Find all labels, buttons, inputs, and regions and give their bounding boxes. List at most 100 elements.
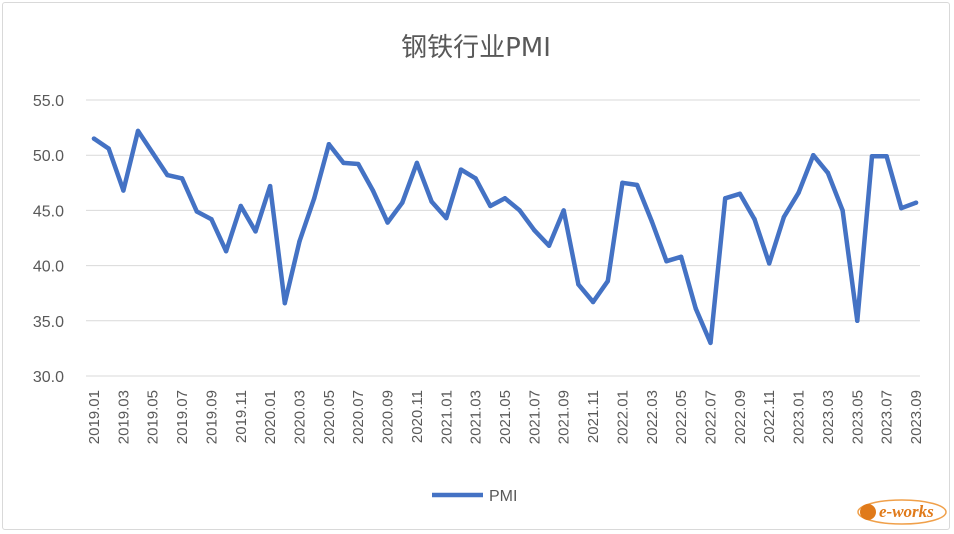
data-point xyxy=(488,203,493,209)
data-point xyxy=(884,154,889,159)
data-point xyxy=(370,188,376,193)
x-tick-label: 2020.03 xyxy=(292,390,309,444)
data-point xyxy=(561,208,566,213)
data-point xyxy=(106,146,111,151)
data-point xyxy=(253,229,258,234)
data-point xyxy=(532,228,537,233)
data-point xyxy=(297,239,302,244)
x-tick-label: 2023.01 xyxy=(791,390,808,444)
data-point xyxy=(722,196,728,201)
x-tick-label: 2022.05 xyxy=(673,390,690,444)
x-tick-label: 2019.05 xyxy=(145,390,162,444)
data-point xyxy=(781,214,787,220)
x-tick-label: 2019.09 xyxy=(203,390,220,444)
data-point xyxy=(576,282,581,287)
data-point xyxy=(282,300,288,306)
y-axis-ticks: 30.0 35.0 40.0 45.0 50.0 55.0 xyxy=(33,93,64,386)
data-point xyxy=(326,141,332,147)
x-tick-label: 2021.11 xyxy=(585,390,602,443)
x-tick-label: 2022.07 xyxy=(703,390,720,444)
y-tick-label: 35.0 xyxy=(33,314,64,331)
data-point xyxy=(400,200,405,205)
x-tick-label: 2023.07 xyxy=(879,390,896,444)
data-point xyxy=(869,154,875,159)
data-point xyxy=(238,203,243,209)
y-tick-label: 55.0 xyxy=(33,93,64,110)
x-tick-label: 2021.09 xyxy=(556,390,573,444)
data-point xyxy=(473,176,478,181)
data-point xyxy=(311,196,317,201)
data-point xyxy=(678,254,684,259)
data-point xyxy=(913,200,919,205)
data-point xyxy=(458,167,464,172)
watermark-text: e-works xyxy=(879,502,934,521)
data-point xyxy=(385,220,390,225)
data-point xyxy=(708,340,713,346)
chart-title: 钢铁行业PMI xyxy=(401,33,551,63)
x-tick-label: 2023.09 xyxy=(908,390,925,444)
data-point xyxy=(693,306,699,311)
x-tick-label: 2022.01 xyxy=(614,390,631,444)
x-tick-label: 2020.09 xyxy=(380,390,397,444)
data-point xyxy=(194,209,199,214)
data-point xyxy=(179,176,185,181)
data-point xyxy=(209,217,214,222)
x-axis-ticks: 2019.01 2019.03 2019.05 2019.07 2019.09 2019.… xyxy=(86,390,925,444)
logo-dot xyxy=(860,504,876,520)
data-point xyxy=(855,318,860,323)
legend-label-pmi: PMI xyxy=(489,488,517,505)
x-tick-label: 2021.07 xyxy=(526,390,543,444)
data-point xyxy=(899,205,904,211)
e-works-logo: e-works xyxy=(857,499,947,525)
series-line-pmi xyxy=(91,128,919,346)
x-tick-label: 2019.07 xyxy=(174,390,191,444)
data-point xyxy=(444,215,449,221)
y-tick-label: 45.0 xyxy=(33,203,64,220)
data-point xyxy=(620,180,625,185)
y-tick-label: 30.0 xyxy=(33,369,64,386)
data-point xyxy=(752,217,757,222)
data-point xyxy=(796,190,801,195)
x-tick-label: 2022.09 xyxy=(732,390,749,444)
data-point xyxy=(356,161,361,167)
x-tick-label: 2019.01 xyxy=(86,390,103,444)
data-point xyxy=(223,249,229,254)
data-point xyxy=(91,136,97,141)
data-point xyxy=(414,160,420,166)
grid-layer xyxy=(86,99,920,377)
x-tick-label: 2020.01 xyxy=(262,390,279,444)
data-point xyxy=(502,196,508,201)
legend[interactable]: PMI xyxy=(432,488,517,505)
x-tick-label: 2020.07 xyxy=(350,390,367,444)
x-tick-label: 2020.11 xyxy=(409,390,426,443)
data-point xyxy=(649,219,654,224)
y-tick-label: 50.0 xyxy=(33,148,64,165)
logo-swoosh xyxy=(857,499,947,525)
x-tick-label: 2019.03 xyxy=(115,390,132,444)
data-point xyxy=(267,183,273,189)
data-point xyxy=(767,261,772,266)
x-tick-label: 2023.05 xyxy=(849,390,866,444)
y-tick-label: 40.0 xyxy=(33,259,64,276)
data-point xyxy=(840,208,845,213)
data-point xyxy=(165,172,170,178)
series-layer xyxy=(91,128,919,346)
x-tick-label: 2019.11 xyxy=(233,390,250,443)
data-point xyxy=(664,258,669,264)
x-tick-label: 2021.03 xyxy=(468,390,485,444)
data-point xyxy=(634,182,640,188)
data-point xyxy=(737,191,743,197)
data-point xyxy=(590,299,596,305)
data-point xyxy=(135,128,141,134)
data-point xyxy=(811,153,816,158)
data-point xyxy=(546,243,552,248)
x-tick-label: 2021.05 xyxy=(497,390,514,444)
x-tick-label: 2022.11 xyxy=(761,390,778,443)
data-point xyxy=(341,160,346,166)
x-tick-label: 2020.05 xyxy=(321,390,338,444)
x-tick-label: 2021.01 xyxy=(438,390,455,444)
data-point xyxy=(825,170,831,176)
data-point xyxy=(605,278,610,284)
data-point xyxy=(429,199,434,204)
data-point xyxy=(150,150,155,156)
